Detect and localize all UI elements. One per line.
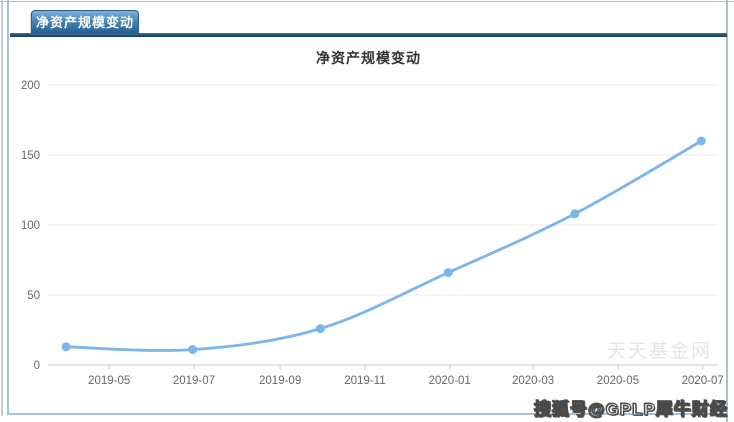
data-point-marker[interactable]: [570, 209, 580, 219]
x-axis-label: 2020-01: [429, 375, 471, 387]
tab-net-asset-change[interactable]: 净资产规模变动: [31, 10, 139, 34]
y-axis-label: 200: [21, 80, 40, 92]
net-asset-line-chart[interactable]: 0 50 100 150 200 2019-05 2019-07 2019-09 2019-11…: [10, 36, 727, 414]
x-axis-label: 2019-07: [173, 375, 215, 387]
x-axis-label: 2019-09: [259, 375, 301, 387]
y-axis-label: 0: [34, 360, 40, 372]
tab-bar-divider: [10, 33, 727, 37]
x-axis-ticks: 2019-05 2019-07 2019-09 2019-11 2020-01 2020-…: [88, 365, 724, 387]
tab-label: 净资产规模变动: [35, 15, 134, 30]
x-axis-label: 2019-05: [88, 375, 130, 387]
data-point-marker[interactable]: [696, 136, 706, 146]
series-markers: [61, 136, 706, 355]
window-top-border: [0, 1, 734, 2]
window-bottom-border: [7, 413, 728, 415]
y-axis-label: 100: [21, 220, 40, 232]
y-gridlines: [48, 84, 718, 366]
watermark-sohu-publisher: 搜狐号@GPLP犀牛财经: [534, 399, 728, 419]
window-right-border: [726, 0, 728, 422]
series-line: [64, 139, 703, 352]
window-left-border-inner: [7, 0, 9, 415]
x-axis-label: 2020-03: [512, 375, 554, 387]
x-axis-label: 2020-05: [597, 375, 639, 387]
data-point-marker[interactable]: [315, 324, 325, 334]
data-point-marker[interactable]: [61, 342, 71, 352]
data-point-marker[interactable]: [443, 268, 453, 278]
watermark-ttjj: 天天基金网: [607, 341, 713, 362]
y-axis-label: 150: [21, 150, 40, 162]
data-point-marker[interactable]: [188, 345, 198, 355]
y-axis-labels: 0 50 100 150 200: [21, 80, 40, 372]
window-left-border-outer: [1, 0, 3, 416]
y-axis-label: 50: [27, 290, 40, 302]
x-axis-label: 2020-07: [682, 375, 724, 387]
x-axis-label: 2019-11: [344, 375, 385, 387]
chart-title: 净资产规模变动: [316, 50, 421, 66]
